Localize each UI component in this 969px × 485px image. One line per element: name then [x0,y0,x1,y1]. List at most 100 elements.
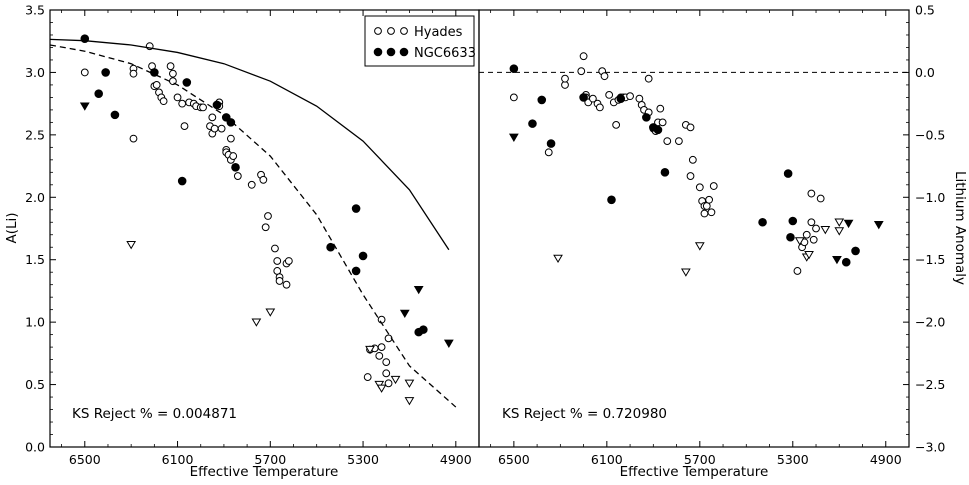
left-ngc6633-point [419,325,428,334]
left-y-tick-label: 3.5 [25,3,45,18]
right-hyades-point [802,230,811,239]
right-y-tick-label: 0.0 [915,65,935,80]
right-hyades-upper-limits-point [834,218,845,227]
left-panel-axes: 6500 6100 5700 5300 4900 0.0 0.5 1.0 1.5 2.0 2.5 3.… [25,3,472,468]
left-hyades-point [384,379,393,388]
right-ngc6633-upper-limits-point [508,133,519,142]
right-hyades-upper-limits-point [680,268,691,277]
right-y-tick-label: −2.0 [915,315,945,330]
left-hyades-point [226,134,235,143]
left-ngc6633-upper-limits-point [79,102,90,111]
left-hyades-point [178,99,187,108]
legend-marker-hyades [374,27,382,35]
right-hyades-upper-limits-point [804,251,814,260]
left-hyades-point [210,124,219,133]
right-ngc6633-point [851,246,860,256]
left-x-tick-label: 5300 [347,452,379,467]
right-x-tick-label: 5300 [777,452,809,467]
left-hyades-point [208,113,217,122]
left-hyades-point [152,81,161,89]
left-ngc6633-point [326,242,335,252]
right-hyades-point [688,155,697,164]
left-y-tick-label: 2.5 [25,127,45,142]
right-y-tick-label: −1.5 [915,252,945,267]
right-y-axis-title: Lithium Anomaly [952,171,968,285]
right-hyades-upper-limits-point [794,237,805,246]
right-hyades-point [626,92,634,101]
right-hyades-point [709,182,718,190]
left-y-axis-title: A(Li) [4,212,20,243]
right-ngc6633-point [579,93,588,102]
left-hyades-point [377,343,386,352]
left-hyades-upper-limits-point [404,397,415,406]
right-x-tick-label: 4900 [870,452,902,467]
right-y-tick-label: −2.5 [915,377,945,392]
right-x-tick-label: 5700 [684,452,716,467]
left-hyades-point [259,175,268,184]
left-hyades-point [159,97,168,106]
right-hyades-point [695,183,704,192]
left-y-tick-label: 0.5 [25,377,45,392]
legend-marker-hyades [400,27,408,35]
legend-label-hyades: Hyades [414,25,463,40]
right-ks-annotation: KS Reject % = 0.720980 [502,406,667,422]
right-ngc6633-point [528,119,537,128]
left-solid-curve [49,38,450,251]
left-y-tick-label: 1.0 [25,315,45,330]
right-hyades-point [674,137,683,146]
right-y-tick-label: −0.5 [915,127,945,142]
right-hyades-point [579,52,588,61]
left-y-tick-label: 2.0 [25,190,45,205]
left-hyades-point [261,223,270,232]
left-panel-marks [49,34,457,408]
left-y-tick-label: 1.5 [25,252,45,267]
left-ngc6633-point [351,266,361,276]
left-hyades-point [247,180,256,189]
right-hyades-point [605,91,614,99]
right-ngc6633-point [616,94,626,103]
left-hyades-point [129,134,138,143]
left-hyades-point [264,212,272,220]
left-ngc6633-point [231,163,240,172]
legend-marker-ngc6633 [399,47,409,57]
right-y-tick-label: 0.5 [915,3,935,18]
right-hyades-point [705,195,714,204]
right-hyades-upper-limits-point [553,254,563,264]
left-dashed-curve [49,44,457,408]
right-y-tick-label: −3.0 [915,440,945,455]
right-hyades-point [809,235,818,244]
legend-box [364,15,475,67]
right-ngc6633-upper-limits-point [843,219,854,229]
right-hyades-point [612,120,621,129]
left-ngc6633-point [358,251,368,261]
left-ngc6633-upper-limits-point [399,309,410,318]
left-hyades-point [275,277,284,285]
left-hyades-upper-limits-point [390,375,401,385]
left-hyades-point [129,69,138,78]
right-hyades-point [577,67,586,76]
left-hyades-point [382,369,391,378]
left-ngc6633-point [110,110,120,120]
right-ngc6633-point [841,257,851,267]
right-hyades-point [707,208,716,217]
right-ngc6633-point [642,113,651,122]
right-ngc6633-point [783,169,793,178]
right-hyades-point [700,209,709,218]
left-hyades-point [382,358,391,366]
right-hyades-point [509,93,518,102]
left-x-tick-label: 5700 [254,452,286,467]
left-hyades-point [169,69,177,78]
right-hyades-upper-limits-point [820,226,831,235]
right-panel-axes: 6500 6100 5700 5300 4900 0.5 0.0 −0.5 −1.0 −1.5 −2… [490,3,945,467]
right-hyades-upper-limits-point [834,227,845,236]
right-ngc6633-point [660,168,670,177]
right-ngc6633-point [788,216,798,226]
left-x-tick-label: 6100 [162,452,194,467]
right-ngc6633-point [509,64,519,73]
right-ngc6633-upper-limits-point [832,256,842,265]
left-hyades-upper-limits-point [265,308,276,317]
right-hyades-point [544,148,553,157]
right-hyades-point [816,194,825,203]
left-x-tick-label: 4900 [440,452,472,467]
